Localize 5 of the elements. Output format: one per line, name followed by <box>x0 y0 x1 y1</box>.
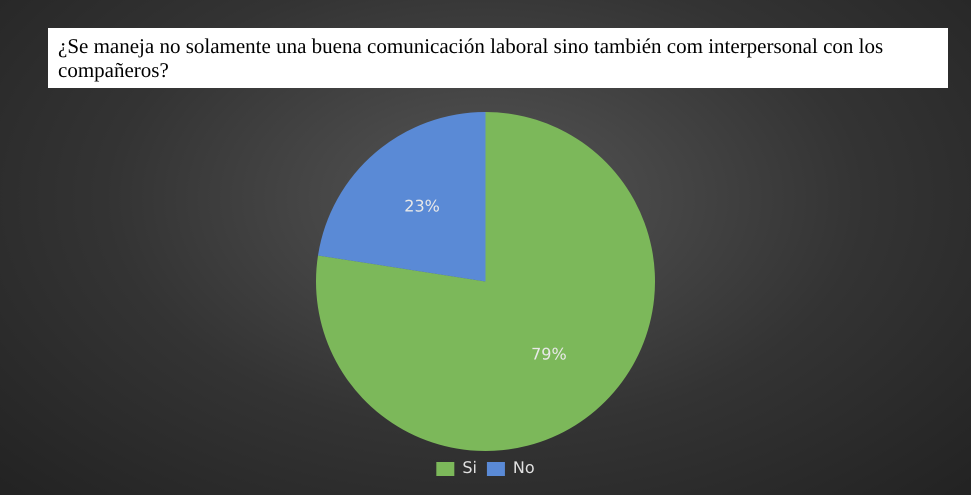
legend-label: No <box>512 458 535 478</box>
chart-title: ¿Se maneja no solamente una buena comunicación laboral sino también com interpersonal con los compañeros? <box>48 28 948 88</box>
legend-label: Si <box>462 458 477 478</box>
data-label: 79% <box>531 344 567 364</box>
data-label: 23% <box>404 196 440 216</box>
